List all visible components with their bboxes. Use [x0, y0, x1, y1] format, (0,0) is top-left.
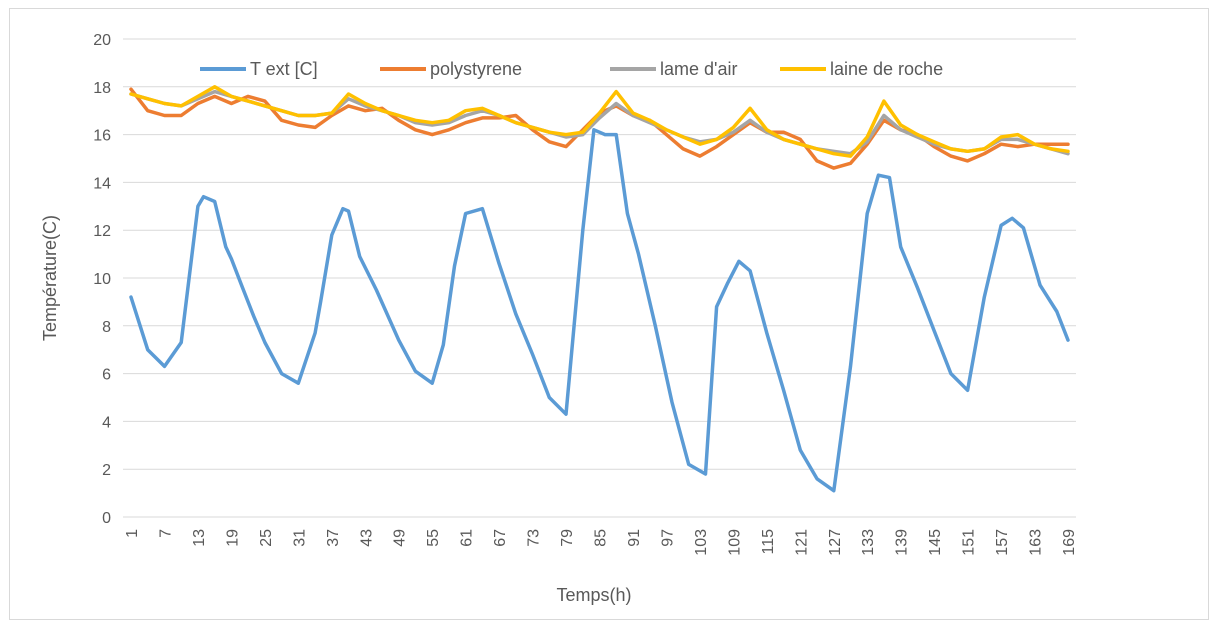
x-tick-label: 79 — [559, 529, 576, 547]
x-tick-label: 133 — [860, 529, 877, 556]
x-tick-label: 169 — [1061, 529, 1078, 556]
x-tick-label: 103 — [693, 529, 710, 556]
x-tick-label: 91 — [626, 529, 643, 547]
x-tick-label: 121 — [793, 529, 810, 556]
x-tick-label: 127 — [827, 529, 844, 556]
x-tick-label: 151 — [961, 529, 978, 556]
legend-label: lame d'air — [660, 59, 737, 79]
y-axis-label: Température(C) — [40, 215, 60, 341]
x-tick-label: 139 — [894, 529, 911, 556]
legend-label: polystyrene — [430, 59, 522, 79]
chart-area: 0 2 4 6 8 10 12 14 16 18 20 1 7 13 19 25 31 37 43 49 55 61 67… — [9, 8, 1209, 620]
x-tick-label: 49 — [392, 529, 409, 547]
x-tick-label: 85 — [593, 529, 610, 547]
x-tick-label: 67 — [492, 529, 509, 547]
x-tick-label: 31 — [291, 529, 308, 547]
x-tick-label: 7 — [157, 529, 174, 538]
series-line-3 — [129, 85, 1070, 158]
x-tick-label: 55 — [425, 529, 442, 547]
x-tick-label: 163 — [1028, 529, 1045, 556]
x-tick-label: 73 — [526, 529, 543, 547]
x-tick-label: 1 — [124, 529, 141, 538]
x-axis-ticks: 1 7 13 19 25 31 37 43 49 55 61 67 73 79 85 91 97 103 109 11… — [124, 529, 1078, 556]
y-tick-label: 16 — [93, 128, 111, 145]
x-axis-label: Temps(h) — [556, 585, 631, 605]
x-tick-label: 37 — [325, 529, 342, 547]
series-line-0 — [129, 128, 1070, 493]
y-tick-label: 14 — [93, 175, 111, 192]
x-tick-label: 115 — [760, 529, 777, 555]
x-tick-label: 97 — [659, 529, 676, 547]
series-lines — [129, 85, 1070, 493]
legend-label: T ext [C] — [250, 59, 318, 79]
y-tick-label: 4 — [102, 414, 111, 431]
x-tick-label: 25 — [258, 529, 275, 547]
x-tick-label: 43 — [358, 529, 375, 547]
y-tick-label: 20 — [93, 32, 111, 49]
y-tick-label: 0 — [102, 510, 111, 527]
x-tick-label: 13 — [191, 529, 208, 547]
series-line-2 — [129, 89, 1070, 156]
y-tick-label: 18 — [93, 80, 111, 97]
line-chart: 0 2 4 6 8 10 12 14 16 18 20 1 7 13 19 25 31 37 43 49 55 61 67… — [40, 32, 1078, 605]
y-tick-label: 12 — [93, 223, 111, 240]
x-tick-label: 19 — [224, 529, 241, 547]
legend: T ext [C] polystyrene lame d'air laine de r… — [200, 59, 943, 79]
x-tick-label: 157 — [994, 529, 1011, 556]
y-tick-label: 6 — [102, 367, 111, 384]
y-tick-label: 8 — [102, 319, 111, 336]
x-tick-label: 109 — [726, 529, 743, 556]
x-tick-label: 145 — [927, 529, 944, 556]
legend-label: laine de roche — [830, 59, 943, 79]
y-tick-label: 10 — [93, 271, 111, 288]
y-axis-ticks: 0 2 4 6 8 10 12 14 16 18 20 — [93, 32, 111, 527]
series-line-1 — [129, 87, 1070, 170]
y-tick-label: 2 — [102, 462, 111, 479]
x-tick-label: 61 — [459, 529, 476, 547]
